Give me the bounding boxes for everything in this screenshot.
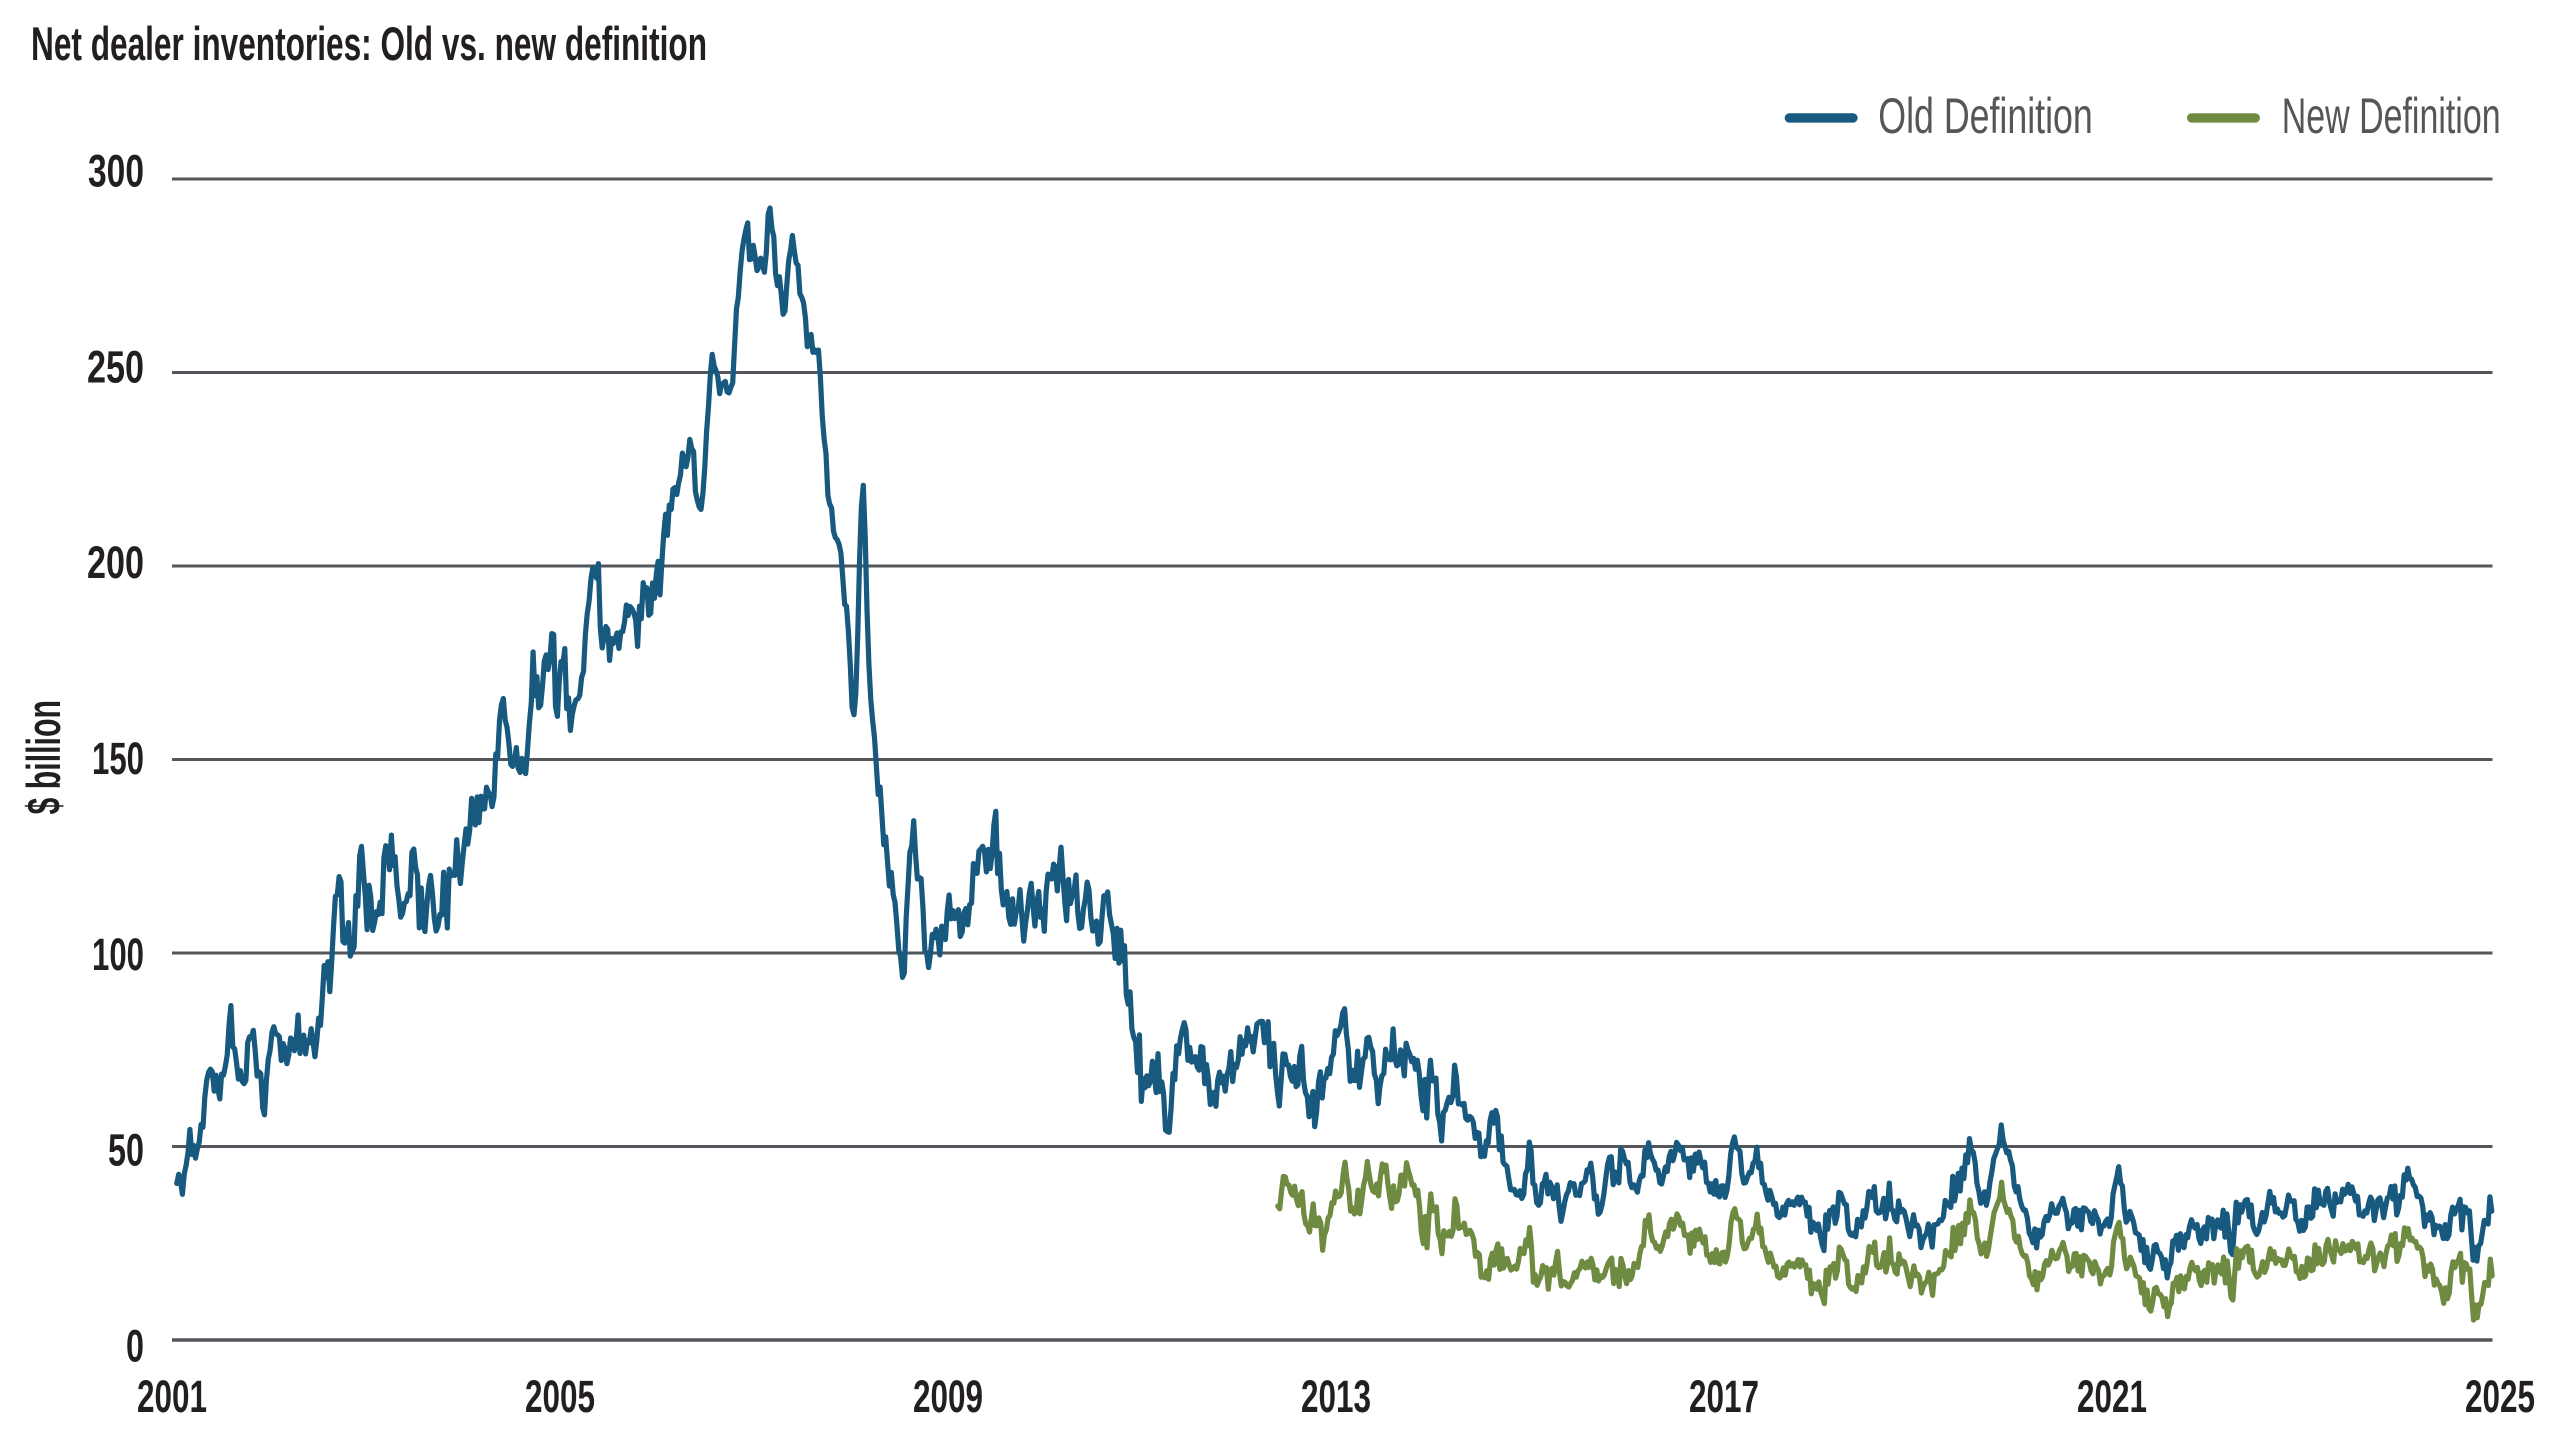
svg-text:250: 250	[87, 341, 144, 392]
svg-text:$ billion: $ billion	[17, 700, 70, 815]
svg-text:Old Definition: Old Definition	[1878, 88, 2093, 144]
svg-text:300: 300	[88, 146, 144, 197]
svg-text:2021: 2021	[2077, 1371, 2147, 1422]
svg-text:200: 200	[87, 537, 144, 588]
svg-text:150: 150	[92, 733, 144, 784]
svg-text:2013: 2013	[1301, 1371, 1371, 1422]
svg-text:0: 0	[126, 1320, 144, 1371]
svg-text:2017: 2017	[1689, 1371, 1759, 1422]
svg-text:50: 50	[108, 1125, 144, 1176]
svg-text:100: 100	[92, 929, 144, 980]
svg-text:2001: 2001	[137, 1371, 207, 1422]
svg-text:New Definition: New Definition	[2282, 88, 2501, 144]
svg-text:2005: 2005	[525, 1371, 595, 1422]
svg-text:2025: 2025	[2465, 1371, 2535, 1422]
svg-text:Net dealer inventories: Old vs: Net dealer inventories: Old vs. new defi…	[31, 17, 707, 70]
svg-text:2009: 2009	[913, 1371, 983, 1422]
